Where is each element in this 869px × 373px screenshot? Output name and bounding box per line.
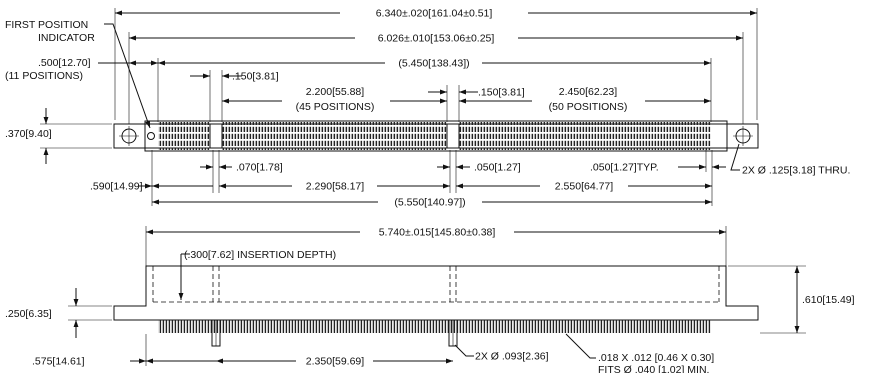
mount-hole-note-text: 2X Ø .125[3.18] THRU. bbox=[742, 165, 850, 177]
section-c-text-1: 2.450[62.23] bbox=[559, 86, 617, 98]
key-to-key-text: 2.290[58.17] bbox=[306, 181, 364, 193]
end-to-peg-text: .575[14.61] bbox=[32, 356, 85, 368]
section-b-text-1: 2.200[55.88] bbox=[306, 86, 364, 98]
peg-callout: 2X Ø .093[2.36] bbox=[454, 344, 549, 363]
key-pitch-b-text: .050[1.27] bbox=[474, 162, 521, 174]
insertion-depth-text: (.300[7.62] INSERTION DEPTH) bbox=[184, 249, 336, 261]
overall-height-text: .610[15.49] bbox=[802, 294, 855, 306]
peg-note-text: 2X Ø .093[2.36] bbox=[475, 351, 549, 363]
mount-hole-spacing-text: 6.026±.010[153.06±0.25] bbox=[378, 33, 495, 45]
dim-mount-hole-spacing: 6.026±.010[153.06±0.25] bbox=[129, 33, 743, 45]
first-position-label-2: INDICATOR bbox=[38, 32, 95, 44]
connector-top-body bbox=[113, 120, 759, 152]
dim-section-c: 2.450[62.23] (50 POSITIONS) bbox=[459, 86, 711, 113]
dim-end-to-key: .500[12.70] (11 POSITIONS) bbox=[5, 57, 158, 82]
key-width-a-text: .150[3.81] bbox=[232, 71, 279, 83]
key-to-end-text: 2.550[64.77] bbox=[555, 181, 613, 193]
dim-peg-spacing: 2.350[59.69] bbox=[216, 356, 453, 368]
pin-callout: .018 X .012 [0.46 X 0.30] FITS Ø .040 [1… bbox=[565, 333, 714, 373]
dim-overall-height: .610[15.49] bbox=[728, 265, 855, 334]
key-width-b-text: .150[3.81] bbox=[478, 87, 525, 99]
dim-contact-span: (5.450[138.43]) bbox=[158, 58, 711, 70]
end-to-key-a-text: .590[14.99] bbox=[90, 181, 143, 193]
dim-pitch-typical: .050[1.27]TYP. bbox=[590, 162, 726, 174]
body-length-text: 5.740±.015[145.80±0.38] bbox=[379, 227, 496, 239]
first-position-label-1: FIRST POSITION bbox=[5, 19, 88, 31]
section-c-text-2: (50 POSITIONS) bbox=[549, 101, 628, 113]
dim-end-to-peg: .575[14.61] bbox=[32, 356, 216, 368]
dim-key-width-b: .150[3.81] bbox=[428, 87, 525, 99]
side-view: 5.740±.015[145.80±0.38] (.300[7.62] INSE… bbox=[5, 226, 855, 373]
peg-spacing-text: 2.350[59.69] bbox=[306, 356, 364, 368]
mount-hole-callout: 2X Ø .125[3.18] THRU. bbox=[730, 143, 850, 177]
overall-length-text: 6.340±.020[161.04±0.51] bbox=[376, 8, 493, 20]
connector-side-body bbox=[113, 265, 759, 347]
dim-key-to-key: 2.290[58.17] bbox=[219, 181, 450, 193]
pin-note-text-2: FITS Ø .040 [1.02] MIN. bbox=[598, 364, 709, 373]
first-position-indicator: FIRST POSITION INDICATOR bbox=[5, 19, 151, 129]
top-view: 6.340±.020[161.04±0.51] 6.026±.010[153.0… bbox=[5, 8, 850, 209]
dim-key-pitch-b: .050[1.27] bbox=[437, 162, 521, 174]
pitch-typ-text: .050[1.27]TYP. bbox=[590, 162, 659, 174]
dim-section-b: 2.200[55.88] (45 POSITIONS) bbox=[222, 86, 447, 113]
dim-key-width-a: .150[3.81] bbox=[190, 71, 279, 83]
dim-insertion-depth: (.300[7.62] INSERTION DEPTH) bbox=[178, 249, 336, 300]
dim-pin-span: (5.550[140.97]) bbox=[152, 197, 712, 209]
dim-flange-height: .250[6.35] bbox=[5, 288, 112, 338]
dim-body-width: .370[9.40] bbox=[5, 108, 112, 164]
dim-end-to-key-a: .590[14.99] bbox=[90, 181, 213, 193]
flange-height-text: .250[6.35] bbox=[5, 308, 52, 320]
pin-note-text-1: .018 X .012 [0.46 X 0.30] bbox=[598, 352, 714, 364]
dim-overall-length: 6.340±.020[161.04±0.51] bbox=[115, 8, 757, 20]
end-to-key-text-1: .500[12.70] bbox=[38, 57, 91, 69]
dim-key-to-end: 2.550[64.77] bbox=[456, 181, 712, 193]
key-pitch-a-text: .070[1.78] bbox=[236, 162, 283, 174]
end-to-key-text-2: (11 POSITIONS) bbox=[5, 70, 83, 82]
dim-key-pitch-a: .070[1.78] bbox=[200, 162, 283, 174]
dim-body-length: 5.740±.015[145.80±0.38] bbox=[146, 227, 726, 239]
body-width-text: .370[9.40] bbox=[5, 128, 52, 140]
contact-span-text: (5.450[138.43]) bbox=[398, 58, 469, 70]
pin-span-text: (5.550[140.97]) bbox=[394, 197, 465, 209]
section-b-text-2: (45 POSITIONS) bbox=[296, 101, 375, 113]
